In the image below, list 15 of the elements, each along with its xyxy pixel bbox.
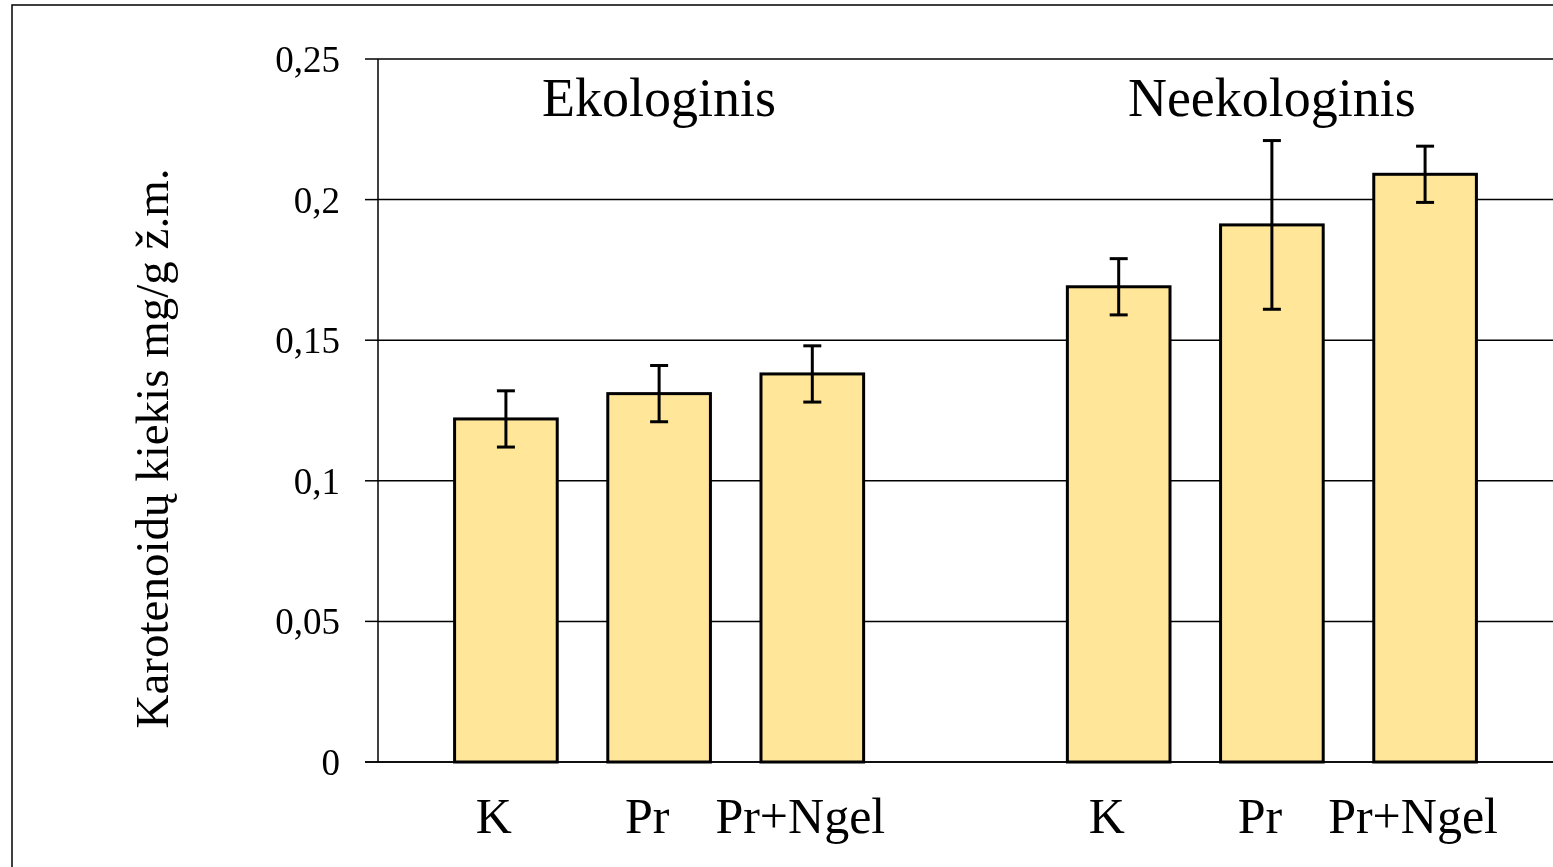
y-tick-label: 0 [321,741,340,783]
x-tick-label: K [1088,788,1125,844]
x-tick-label: Pr+Ngel [715,788,886,844]
x-tick-label: Pr+Ngel [1328,788,1499,844]
y-tick-label: 0,05 [275,601,340,643]
y-axis-title: Karotenoidų kiekis mg/g ž.m. [126,168,178,729]
y-tick-label: 0,2 [293,179,340,221]
x-tick-label: K [475,788,512,844]
y-tick-label: 0,25 [275,38,340,80]
y-tick-label: 0,15 [275,320,340,362]
x-tick-label: Pr [624,788,670,844]
annotation: Ekologinis [542,68,777,128]
y-tick-label: 0,1 [293,460,340,502]
x-tick-label: Pr [1237,788,1283,844]
annotation: Neekologinis [1127,68,1416,128]
